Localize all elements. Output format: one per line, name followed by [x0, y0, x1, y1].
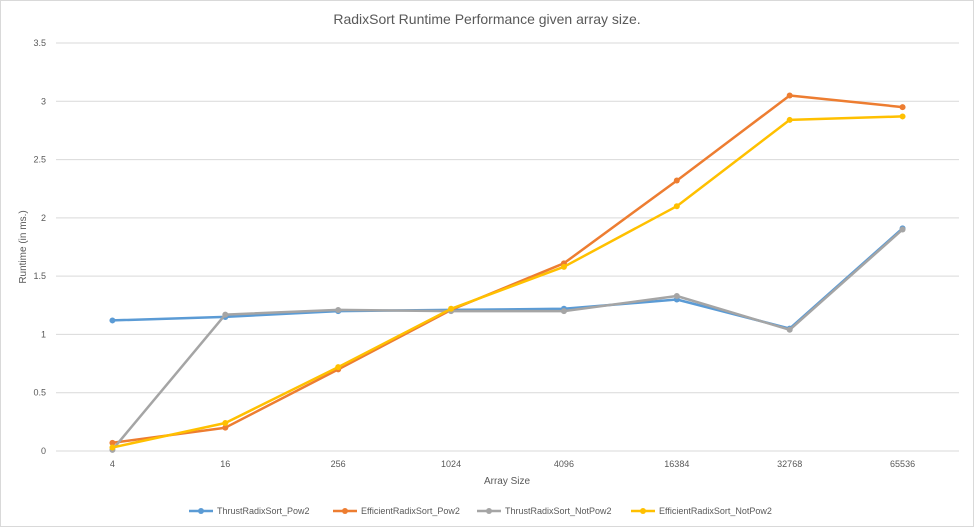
- data-point: [109, 444, 116, 451]
- legend-label: ThrustRadixSort_NotPow2: [505, 506, 612, 516]
- data-point: [673, 177, 680, 184]
- x-axis-title: Array Size: [484, 476, 531, 487]
- legend: ThrustRadixSort_Pow2 EfficientRadixSort_P…: [189, 506, 772, 516]
- data-point: [673, 203, 680, 210]
- x-tick-label: 4096: [554, 459, 574, 469]
- y-tick-label: 3: [41, 96, 46, 106]
- legend-item: EfficientRadixSort_NotPow2: [631, 506, 772, 516]
- data-point: [673, 292, 680, 299]
- y-axis-title: Runtime (in ms.): [18, 210, 29, 283]
- series-2: [109, 226, 906, 453]
- data-point: [448, 305, 455, 312]
- y-tick-label: 3.5: [33, 38, 46, 48]
- grid: [56, 42, 959, 452]
- legend-label: EfficientRadixSort_NotPow2: [659, 506, 772, 516]
- series-line: [111, 115, 904, 449]
- legend-item: EfficientRadixSort_Pow2: [333, 506, 460, 516]
- x-tick-label: 1024: [441, 459, 461, 469]
- data-point: [560, 263, 567, 270]
- x-tick-label: 32768: [777, 459, 802, 469]
- data-point: [899, 113, 906, 120]
- series-3: [109, 113, 906, 451]
- data-point: [335, 306, 342, 313]
- data-point: [109, 317, 116, 324]
- series-lines: [109, 92, 906, 453]
- y-tick-label: 2.5: [33, 155, 46, 165]
- y-tick-label: 0.5: [33, 388, 46, 398]
- data-point: [222, 311, 229, 318]
- legend-swatch-marker: [640, 508, 646, 514]
- data-point: [786, 116, 793, 123]
- data-point: [786, 326, 793, 333]
- data-point: [899, 104, 906, 111]
- y-tick-label: 1: [41, 329, 46, 339]
- legend-swatch-marker: [198, 508, 204, 514]
- data-point: [899, 226, 906, 233]
- legend-item: ThrustRadixSort_NotPow2: [477, 506, 612, 516]
- legend-label: EfficientRadixSort_Pow2: [361, 506, 460, 516]
- legend-label: ThrustRadixSort_Pow2: [217, 506, 310, 516]
- series-line: [111, 228, 904, 452]
- x-tick-label: 4: [110, 459, 115, 469]
- y-tick-label: 1.5: [33, 271, 46, 281]
- legend-swatch-marker: [342, 508, 348, 514]
- data-point: [222, 424, 229, 431]
- legend-swatch-marker: [486, 508, 492, 514]
- data-point: [109, 439, 116, 446]
- y-tick-label: 0: [41, 446, 46, 456]
- data-point: [560, 308, 567, 315]
- data-point: [786, 92, 793, 99]
- data-point: [222, 420, 229, 427]
- x-tick-label: 16: [220, 459, 230, 469]
- x-tick-label: 65536: [890, 459, 915, 469]
- y-tick-label: 2: [41, 213, 46, 223]
- legend-item: ThrustRadixSort_Pow2: [189, 506, 310, 516]
- data-point: [335, 364, 342, 371]
- x-tick-label: 256: [331, 459, 346, 469]
- x-tick-label: 16384: [664, 459, 689, 469]
- chart-title: RadixSort Runtime Performance given arra…: [333, 11, 640, 27]
- series-line: [111, 94, 904, 445]
- y-tick-labels: 0 0.5 1 1.5 2 2.5 3 3.5: [33, 38, 46, 456]
- x-tick-labels: 4 16 256 1024 4096 16384 32768 65536: [110, 459, 915, 469]
